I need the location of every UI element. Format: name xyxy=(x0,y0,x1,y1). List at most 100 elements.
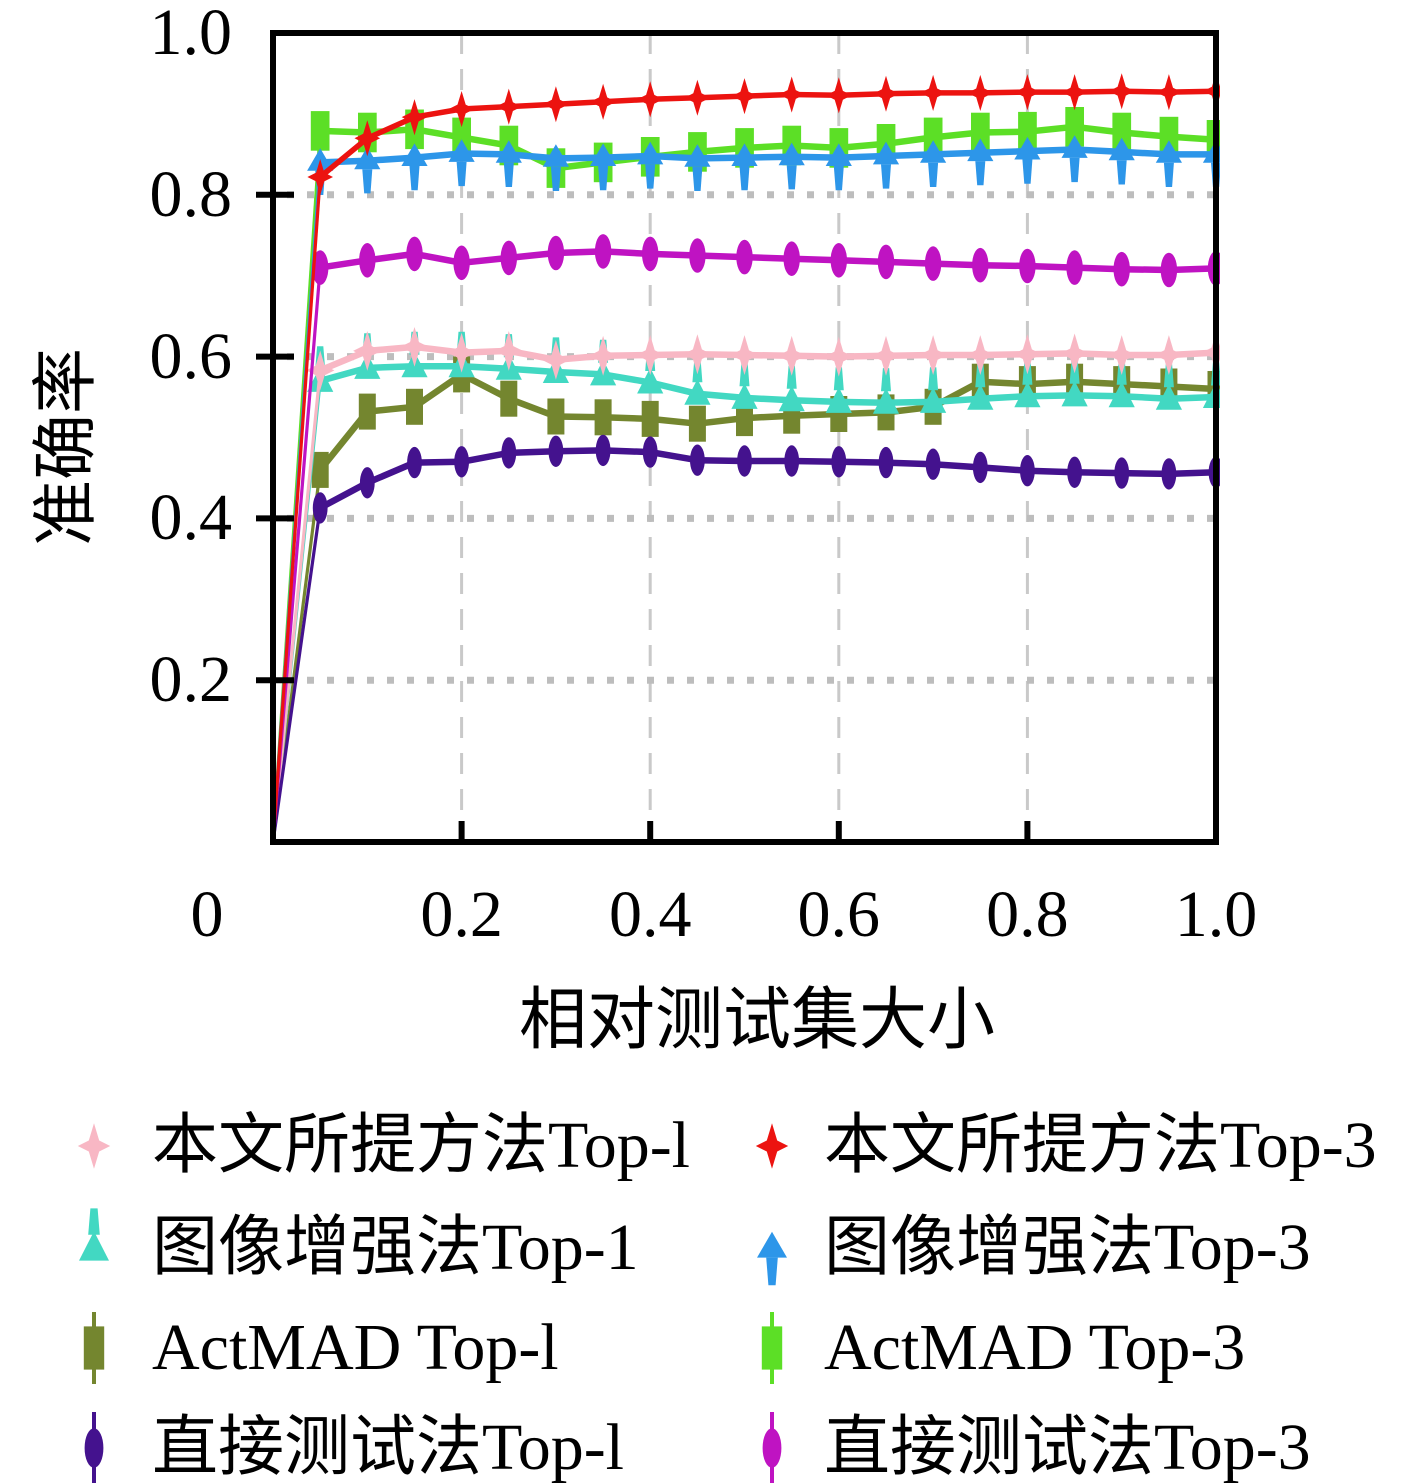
marker-ellipse xyxy=(406,236,423,272)
marker-star xyxy=(1060,333,1089,374)
marker-bar xyxy=(1159,116,1179,157)
y-tick-label: 0.2 xyxy=(149,643,233,717)
marker-triangle-tail-down xyxy=(362,169,373,194)
y-tick-label: 1.0 xyxy=(149,0,233,69)
marker-star xyxy=(684,79,711,116)
marker-star xyxy=(967,74,994,111)
marker-triangle-tail-down xyxy=(975,161,986,186)
marker-ellipse xyxy=(500,240,517,276)
marker-star xyxy=(306,350,335,391)
marker-triangle xyxy=(872,141,900,165)
marker-ellipse xyxy=(548,435,564,467)
marker-bar xyxy=(923,117,943,158)
marker-star xyxy=(1156,74,1182,111)
marker-triangle xyxy=(590,143,617,166)
marker-bar xyxy=(761,1326,783,1370)
marker-star xyxy=(966,335,995,375)
marker-star xyxy=(541,339,571,380)
marker-ellipse xyxy=(737,445,752,477)
marker-triangle-spike-up xyxy=(928,367,939,391)
legend-label: 本文所提方法Top-l xyxy=(152,1109,691,1182)
marker-bar xyxy=(500,380,518,417)
marker-ellipse xyxy=(595,434,611,467)
marker-triangle xyxy=(1155,140,1182,163)
legend-label: ActMAD Top-l xyxy=(152,1311,559,1384)
marker-star xyxy=(731,78,758,115)
x-tick-label: 0.4 xyxy=(608,878,692,951)
marker-star xyxy=(755,1123,789,1169)
marker-ellipse xyxy=(1161,458,1177,490)
marker-triangle-tail-down xyxy=(766,1257,778,1286)
marker-bar xyxy=(1065,107,1084,147)
marker-ellipse xyxy=(783,241,800,276)
marker-ellipse xyxy=(642,436,658,468)
legend-marker-tri-tail-down xyxy=(757,1231,787,1286)
marker-star xyxy=(1061,74,1088,111)
marker-triangle xyxy=(967,384,994,410)
marker-star xyxy=(494,331,523,371)
marker-triangle xyxy=(1155,384,1182,410)
marker-triangle-spike-up xyxy=(88,1208,100,1235)
marker-triangle xyxy=(778,385,805,412)
series-line xyxy=(318,447,1217,511)
legend-label: 本文所提方法Top-3 xyxy=(824,1109,1377,1182)
x-tick-label: 0.8 xyxy=(986,878,1069,951)
marker-triangle-spike-up xyxy=(786,365,797,389)
x-axis-title: 相对测试集大小 xyxy=(518,982,995,1058)
marker-triangle xyxy=(637,367,664,394)
marker-triangle xyxy=(731,143,758,166)
marker-ellipse xyxy=(830,242,847,278)
marker-ellipse xyxy=(312,492,328,524)
x-tick-label: 0.6 xyxy=(797,878,881,951)
marker-triangle-spike-up xyxy=(833,367,844,391)
marker-triangle xyxy=(448,139,475,162)
marker-triangle xyxy=(778,142,805,166)
marker-star xyxy=(826,77,852,114)
marker-triangle xyxy=(637,141,664,165)
marker-star xyxy=(590,83,616,120)
marker-triangle xyxy=(1061,380,1088,407)
marker-triangle xyxy=(684,144,711,167)
plot-frame xyxy=(270,30,1219,845)
marker-triangle-tail-down xyxy=(409,166,420,191)
marker-bar xyxy=(547,398,565,435)
marker-triangle xyxy=(495,140,522,163)
marker-bar xyxy=(641,400,659,437)
marker-ellipse xyxy=(762,1428,782,1468)
marker-star xyxy=(873,75,899,112)
marker-ellipse xyxy=(736,239,753,275)
marker-star xyxy=(1013,334,1042,375)
marker-star xyxy=(777,335,806,376)
marker-triangle-tail-down xyxy=(456,161,467,187)
marker-triangle xyxy=(920,140,947,163)
series-7 xyxy=(271,234,1220,843)
legend-label: 图像增强法Top-3 xyxy=(824,1211,1311,1284)
marker-ellipse xyxy=(84,1428,104,1468)
marker-ellipse xyxy=(359,467,375,499)
y-tick-label: 0.4 xyxy=(149,481,233,555)
marker-triangle-tail-down xyxy=(503,162,514,187)
marker-star xyxy=(636,335,665,375)
marker-triangle xyxy=(401,143,428,166)
marker-bar xyxy=(406,388,423,425)
marker-bar xyxy=(736,400,753,437)
marker-ellipse xyxy=(972,451,988,484)
marker-triangle xyxy=(1014,381,1041,408)
marker-ellipse xyxy=(407,446,422,479)
marker-triangle-tail-down xyxy=(786,165,797,190)
marker-star xyxy=(824,336,853,377)
marker-triangle-tail-down xyxy=(1022,159,1033,184)
marker-triangle-tail-down xyxy=(739,166,750,191)
legend-marker-star4 xyxy=(755,1123,789,1169)
legend-marker-tri-spike-up xyxy=(79,1208,109,1261)
series-4 xyxy=(271,356,1220,843)
x-tick-label: 1.0 xyxy=(1174,878,1258,951)
marker-ellipse xyxy=(1019,248,1036,284)
marker-star xyxy=(683,334,712,375)
y-tick-label: 0.8 xyxy=(149,157,233,231)
marker-ellipse xyxy=(454,446,469,478)
marker-ellipse xyxy=(501,437,517,469)
marker-triangle xyxy=(731,383,758,409)
marker-ellipse xyxy=(689,238,706,273)
